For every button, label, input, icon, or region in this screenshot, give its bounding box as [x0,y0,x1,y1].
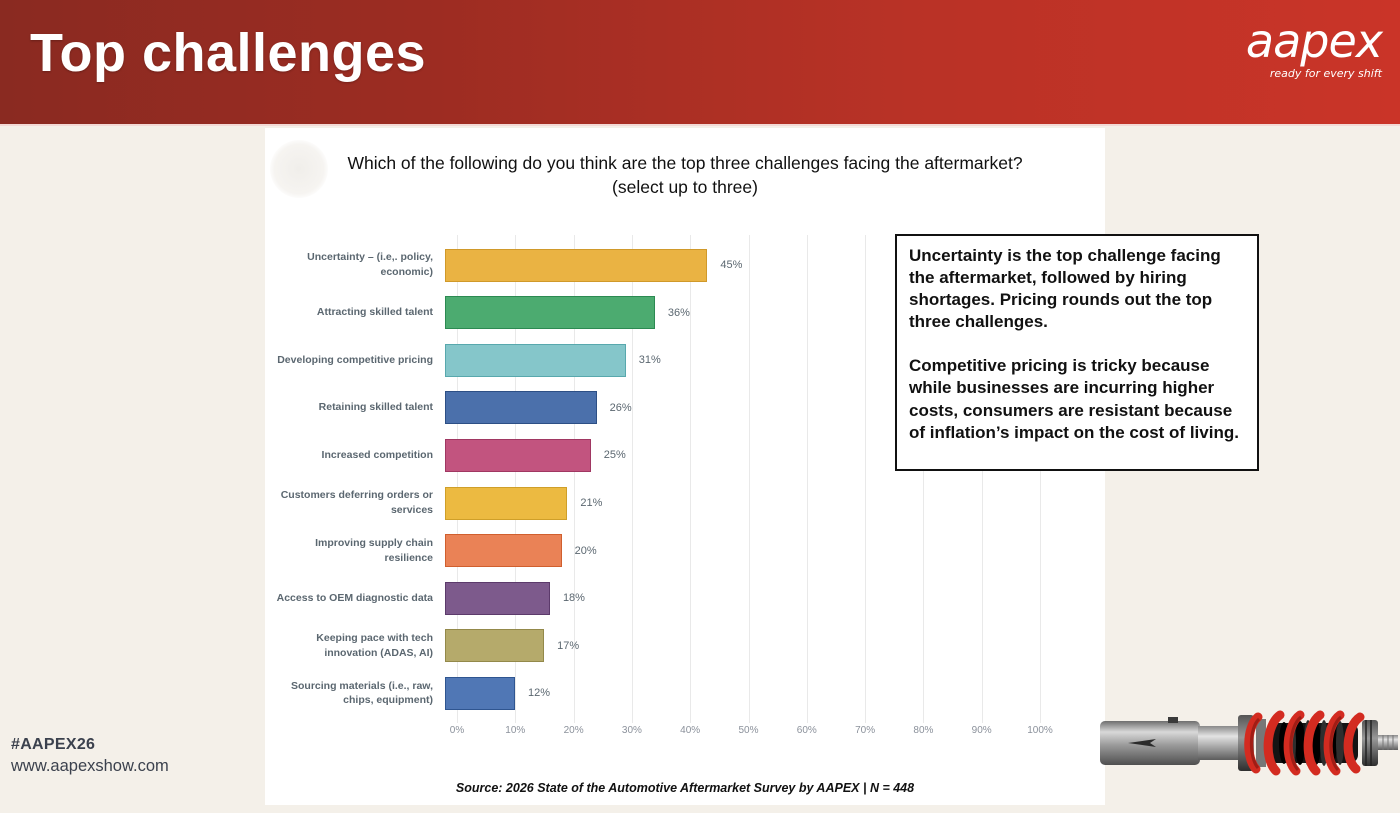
bar-track: 25% [445,438,1028,472]
bar-track: 17% [445,629,1028,663]
bar-category-label: Increased competition [321,449,433,462]
bar-value-label: 25% [603,449,626,462]
gridline [457,235,458,724]
bar-category-label: Improving supply chain resilience [315,536,433,564]
bar-track: 45% [445,248,1028,282]
x-tick-label: 50% [738,725,759,737]
bar [445,391,597,425]
chart-question: Which of the following do you think are … [265,128,1105,199]
bar [445,534,562,568]
bar [445,581,550,615]
callout-paragraph-1: Uncertainty is the top challenge facing … [909,246,1221,332]
bar-value-label: 20% [574,544,597,557]
chart-gridlines [457,235,1041,724]
bar-value-label: 17% [557,639,580,652]
gridline [690,235,692,724]
x-tick-label: 0% [449,725,465,737]
bar-category-label: Developing competitive pricing [277,353,433,366]
bar-value-label: 45% [720,259,743,272]
bar-category-label: Access to OEM diagnostic data [276,591,433,604]
bar-track: 12% [445,676,1028,710]
bar-track: 21% [445,486,1028,520]
bar-value-label: 21% [580,497,603,510]
bar-value-label: 31% [638,354,661,367]
bar-value-label: 26% [609,401,632,414]
x-tick-label: 70% [855,725,876,737]
aapex-wordmark: aapex [1245,14,1383,68]
x-tick-label: 30% [621,725,642,737]
bar-value-label: 18% [562,592,585,605]
bar-chart: Uncertainty – (i.e,. policy, economic) 45… [265,235,1105,724]
bar-track: 26% [445,391,1028,425]
bar-category-label: Sourcing materials (i.e., raw, chips, eq… [291,679,433,707]
bar-track: 20% [445,534,1028,568]
callout-paragraph-2: Competitive pricing is tricky because wh… [909,356,1239,442]
bar-value-label: 36% [667,306,690,319]
x-tick-label: 20% [563,725,584,737]
x-tick-label: 80% [913,725,934,737]
x-tick-label: 60% [796,725,817,737]
bar [445,248,708,282]
header-banner: Top challenges aapex ready for every shi… [0,0,1400,126]
bar-track: 36% [445,296,1028,330]
x-axis-ticks: 0% 10% 20% 30% 40% 50% 60% 70% 80% 90% 100% [450,725,1053,745]
aapex-tagline: ready for every shift [1269,67,1382,80]
bar [445,438,591,472]
bar-track: 18% [445,581,1028,615]
gridline [923,235,925,724]
bar-row: Improving supply chain resilience 20% [265,527,1105,575]
bar [445,486,568,520]
bar-row: Developing competitive pricing 31% [265,336,1105,384]
chart-question-line1: Which of the following do you think are … [347,153,1023,173]
x-tick-label: 100% [1027,725,1053,737]
source-note: Source: 2026 State of the Automotive Aft… [455,781,915,795]
footer: #AAPEX26 www.aapexshow.com [11,736,169,776]
bar-category-label: Retaining skilled talent [318,401,433,414]
insight-callout-box: Uncertainty is the top challenge facing … [895,234,1259,471]
bar-row: Access to OEM diagnostic data 18% [265,574,1105,622]
bar-rows: Uncertainty – (i.e,. policy, economic) 45… [265,241,1105,717]
gridline [806,235,808,724]
gridline [515,235,517,724]
bar-row: Attracting skilled talent 36% [265,289,1105,337]
gridline [573,235,575,724]
gridline [865,235,867,724]
bar [445,629,545,663]
bar [445,296,655,330]
bar [445,676,515,710]
x-tick-label: 40% [680,725,701,737]
bar-track: 31% [445,343,1028,377]
bar-row: Customers deferring orders or services 21… [265,479,1105,527]
bar-row: Increased competition 25% [265,432,1105,480]
x-tick-label: 90% [971,725,992,737]
bar-category-label: Customers deferring orders or services [280,489,433,517]
bar-category-label: Uncertainty – (i.e,. policy, economic) [307,251,433,279]
gridline [631,235,633,724]
bar-row: Keeping pace with tech innovation (ADAS,… [265,622,1105,670]
page-title: Top challenges [30,23,427,83]
x-tick-label: 10% [505,725,526,737]
gridline [1040,235,1041,724]
shock-absorber-svg [1100,710,1398,776]
bar-category-label: Keeping pace with tech innovation (ADAS,… [316,632,433,659]
event-hashtag: #AAPEX26 [11,736,96,753]
bar-row: Uncertainty – (i.e,. policy, economic) 45… [265,241,1105,289]
bar [445,343,626,377]
coilover-shock-absorber-image [1098,693,1400,788]
aapex-logo: aapex ready for every shift [1212,14,1383,80]
bar-category-label: Attracting skilled talent [316,306,433,319]
bar-row: Sourcing materials (i.e., raw, chips, eq… [265,670,1105,718]
gridline [981,235,983,724]
bar-value-label: 12% [527,687,550,700]
bar-row: Retaining skilled talent 26% [265,384,1105,432]
chart-question-line2: (select up to three) [612,176,758,197]
faded-logo-watermark [270,140,328,198]
website-url: www.aapexshow.com [11,757,169,775]
gridline [748,235,750,724]
